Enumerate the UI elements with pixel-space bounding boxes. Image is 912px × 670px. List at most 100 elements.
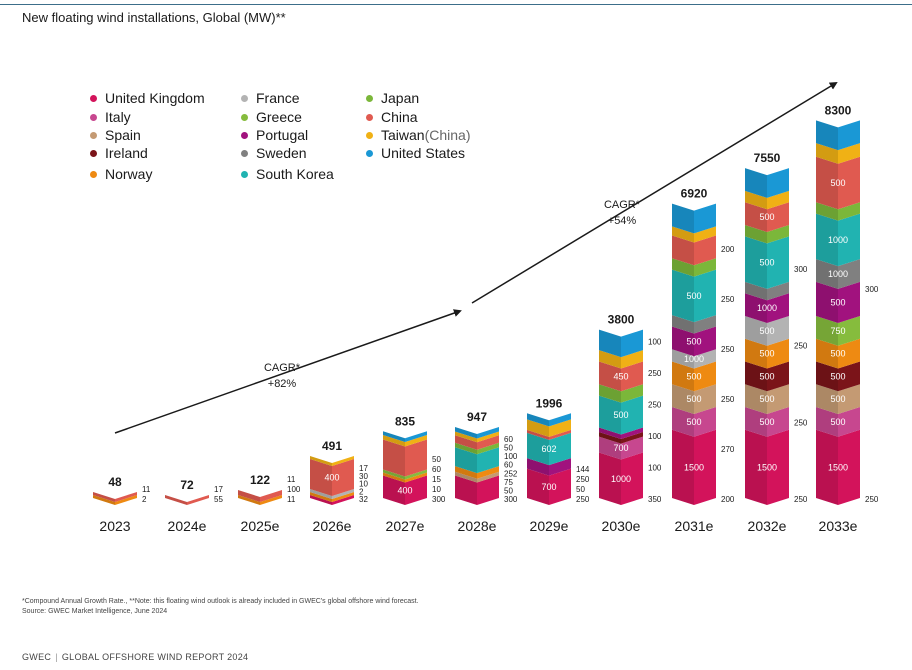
bar-total-label: 48 bbox=[108, 475, 122, 489]
bar-segment-japan bbox=[745, 225, 767, 244]
bar-segment-united-states bbox=[383, 431, 405, 442]
bar-segment-face bbox=[694, 203, 716, 234]
footer-separator: | bbox=[55, 652, 58, 662]
bar-side-label: 250 bbox=[648, 369, 662, 378]
bar-segment-japan bbox=[816, 202, 838, 221]
bar-side-label: 15 bbox=[432, 475, 441, 484]
bar-side-label: 250 bbox=[794, 495, 808, 504]
bar-side-label: 250 bbox=[721, 295, 735, 304]
bar-segment-italy bbox=[816, 407, 838, 437]
bar-segment-france bbox=[745, 316, 767, 346]
bar-segment-taiwan-china- bbox=[599, 350, 621, 369]
bar-total-label: 3800 bbox=[608, 313, 635, 327]
bar-side-label: 100 bbox=[648, 338, 662, 347]
bar-segment-face bbox=[838, 259, 860, 289]
bar-segment-face bbox=[621, 436, 643, 460]
legend-swatch bbox=[90, 94, 97, 102]
bar-segment-face bbox=[549, 419, 571, 437]
bar-segment-face bbox=[767, 190, 789, 210]
bar-total-label: 947 bbox=[467, 410, 487, 424]
legend-swatch bbox=[366, 149, 373, 157]
bar-segment-spain bbox=[816, 384, 838, 414]
bar-side-label: 2 bbox=[142, 495, 147, 504]
legend-swatch bbox=[241, 170, 248, 178]
bar-segment-taiwan-china- bbox=[383, 435, 405, 447]
bar-segment-face bbox=[332, 456, 354, 466]
bar-segment-sweden bbox=[745, 281, 767, 301]
bar-side-label: 30 bbox=[359, 472, 368, 481]
x-tick-label: 2031e bbox=[675, 518, 714, 534]
bar-value-label: 1000 bbox=[611, 474, 631, 484]
legend-label: France bbox=[256, 90, 300, 106]
bar-segment-united-kingdom bbox=[816, 429, 838, 505]
bar-side-label: 300 bbox=[794, 265, 808, 274]
bar-segment-sweden bbox=[672, 315, 694, 334]
cagr-arrows: CAGR* +82% CAGR* +54% bbox=[114, 81, 838, 434]
bar-value-label: 500 bbox=[830, 394, 845, 404]
bar-side-label: 350 bbox=[648, 495, 662, 504]
bar-value-label: 1500 bbox=[828, 462, 848, 472]
bar-side-label: 17 bbox=[359, 464, 368, 473]
x-tick-label: 2033e bbox=[819, 518, 858, 534]
footnote-source: Source: GWEC Market Intelligence, June 2… bbox=[22, 608, 168, 615]
bar-segment-face bbox=[477, 471, 499, 483]
bar-value-label: 1000 bbox=[828, 269, 848, 279]
bar-segment-face bbox=[694, 315, 716, 334]
bar-segment-face bbox=[549, 413, 571, 427]
bar-total-label: 122 bbox=[250, 473, 270, 487]
legend-label-suffix: (China) bbox=[424, 127, 471, 143]
bar-column-2023: 48 2023 112 bbox=[93, 475, 151, 534]
legend-swatch bbox=[90, 149, 97, 157]
bar-segment-portugal bbox=[527, 458, 549, 476]
bar-segment-china bbox=[745, 202, 767, 232]
bar-side-label: 250 bbox=[648, 401, 662, 410]
legend-label: United States bbox=[381, 145, 466, 161]
legend-item-greece: Greece bbox=[241, 109, 302, 125]
bar-segment-china bbox=[93, 492, 115, 502]
legend-item-united-kingdom: United Kingdom bbox=[90, 90, 205, 106]
bar-side-label: 50 bbox=[432, 455, 441, 464]
bar-side-label: 250 bbox=[865, 495, 879, 504]
bar-segment-france bbox=[672, 349, 694, 369]
bar-segment-face bbox=[332, 459, 354, 496]
bar-segment-face bbox=[621, 350, 643, 369]
bar-value-label: 500 bbox=[759, 394, 774, 404]
bar-segment-south-korea bbox=[816, 213, 838, 267]
bar-side-label: 50 bbox=[504, 486, 513, 495]
bar-segment-face bbox=[621, 329, 643, 358]
bar-value-label: 500 bbox=[686, 291, 701, 301]
bar-segment-spain bbox=[672, 384, 694, 414]
bar-value-label: 700 bbox=[541, 482, 556, 492]
bar-segment-united-states bbox=[816, 120, 838, 151]
legend-swatch bbox=[241, 113, 248, 121]
bar-segment-face bbox=[838, 281, 860, 323]
bar-segment-face bbox=[767, 316, 789, 346]
legend-label: Italy bbox=[105, 109, 131, 125]
bar-segment-norway bbox=[816, 338, 838, 369]
bar-value-label: 602 bbox=[541, 444, 556, 454]
bar-segment-face bbox=[260, 490, 282, 502]
bar-segment-face bbox=[549, 458, 571, 476]
bar-value-label: 450 bbox=[613, 371, 628, 381]
top-rule bbox=[0, 4, 912, 5]
cagr-arrow-2 bbox=[471, 81, 838, 304]
bar-side-label: 250 bbox=[576, 495, 590, 504]
legend-item-italy: Italy bbox=[90, 109, 131, 125]
bar-side-label: 55 bbox=[214, 495, 223, 504]
bar-segment-face bbox=[767, 338, 789, 369]
legend-label: Ireland bbox=[105, 145, 148, 161]
bar-value-label: 500 bbox=[759, 212, 774, 222]
legend-item-spain: Spain bbox=[90, 127, 141, 143]
bars-layer: 482023112722024e17551222025e111001140049… bbox=[93, 103, 879, 534]
bar-side-label: 300 bbox=[865, 285, 879, 294]
x-tick-label: 2028e bbox=[458, 518, 497, 534]
legend-item-norway: Norway bbox=[90, 166, 152, 182]
bar-segment-italy bbox=[672, 407, 694, 437]
bar-total-label: 7550 bbox=[754, 151, 781, 165]
legend-label: China bbox=[381, 109, 418, 125]
legend-item-ireland: Ireland bbox=[90, 145, 148, 161]
bar-segment-face bbox=[767, 407, 789, 437]
bar-segment-face bbox=[838, 361, 860, 392]
